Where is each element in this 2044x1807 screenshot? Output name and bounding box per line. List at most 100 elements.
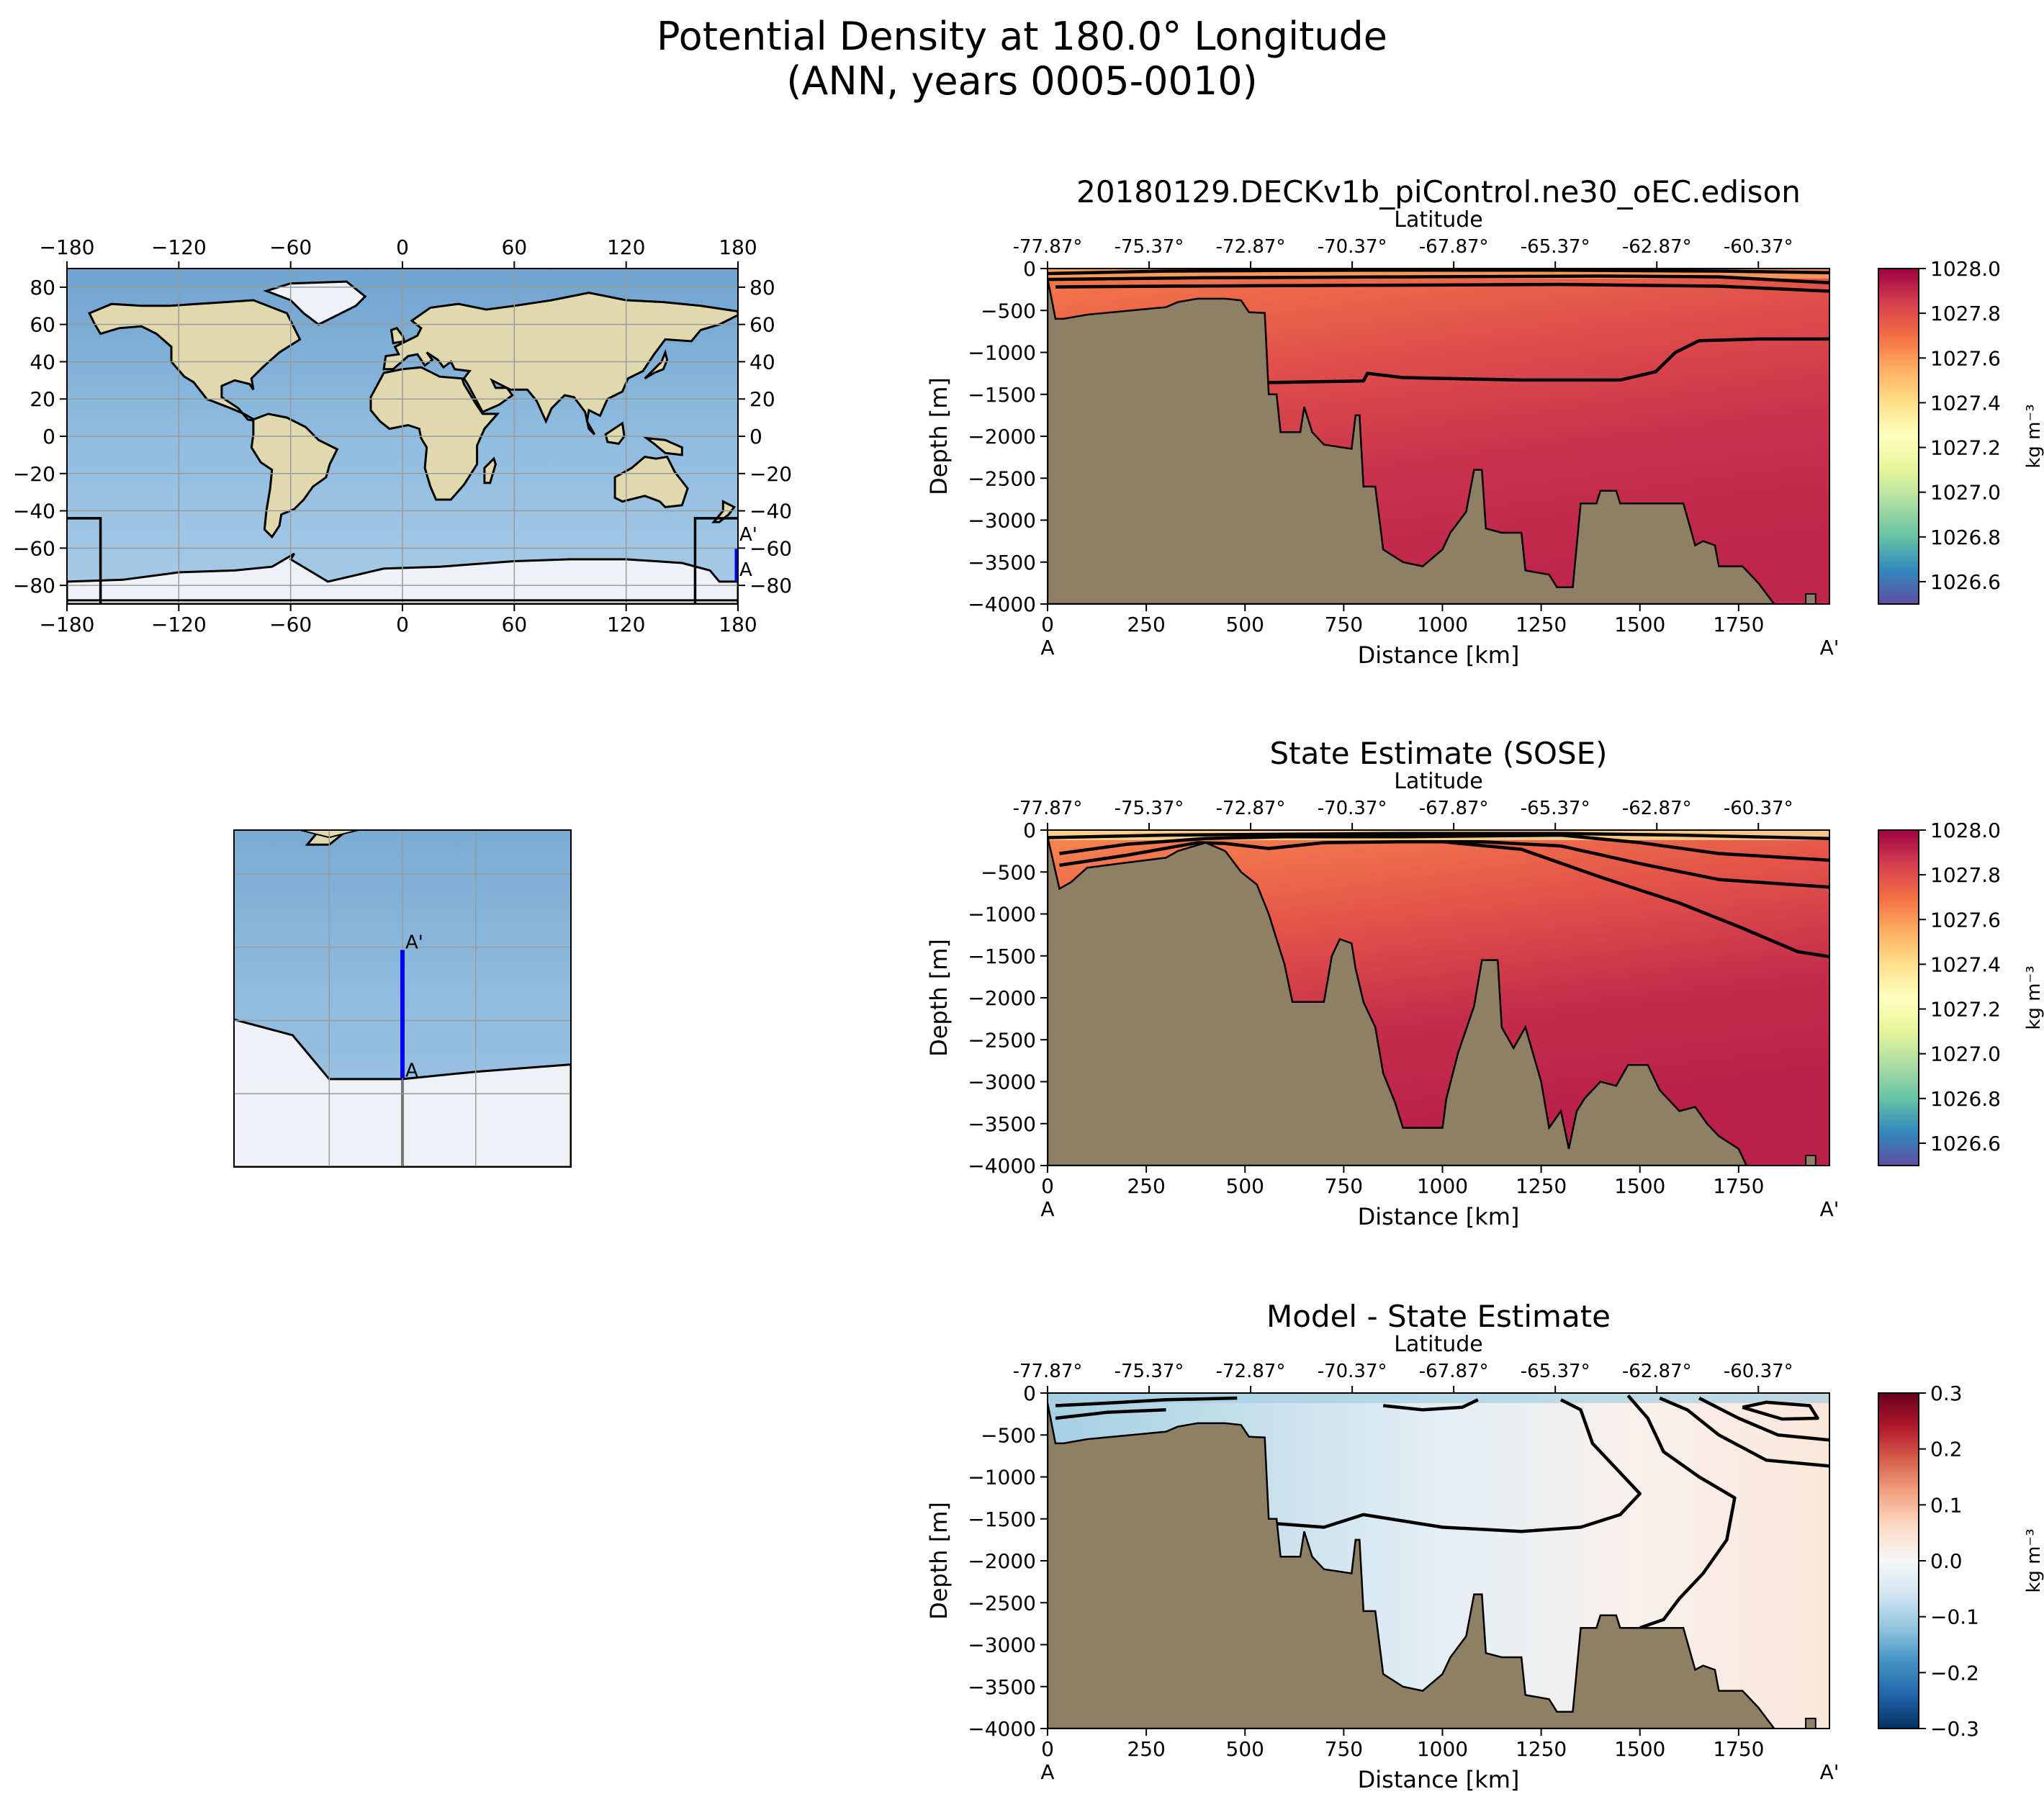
endpoint-a-label: A <box>1040 1197 1054 1221</box>
y-axis-label: Depth [m] <box>925 939 953 1057</box>
section-label-a-prime: A' <box>405 932 423 954</box>
colorbar-tick-label: 1027.2 <box>1930 436 2001 460</box>
map-x-tick-label-top: −180 <box>40 235 95 259</box>
landmass-namerica <box>88 299 302 423</box>
x-tick-label: 0 <box>1041 1174 1054 1198</box>
bathymetry <box>1048 1402 1775 1729</box>
y-tick-label: −2500 <box>968 1028 1036 1052</box>
map-y-tick-label: −80 <box>13 574 55 598</box>
y-tick-label: −3500 <box>968 1112 1036 1136</box>
latitude-tick-label: -67.87° <box>1419 798 1489 819</box>
colorbar-tick-label: 1027.8 <box>1930 863 2001 887</box>
colorbar-tick-label: 1027.2 <box>1930 998 2001 1022</box>
figure-title-line1: Potential Density at 180.0° Longitude <box>657 14 1387 59</box>
latitude-tick-label: -60.37° <box>1724 798 1793 819</box>
y-tick-label: −3000 <box>968 509 1036 533</box>
map-x-tick-label-top: 180 <box>719 235 757 259</box>
x-tick-label: 1000 <box>1417 1737 1468 1761</box>
bathymetry-seamount <box>1805 1155 1816 1166</box>
latitude-tick-label: -67.87° <box>1419 236 1489 258</box>
x-tick-label: 750 <box>1325 1174 1363 1198</box>
latitude-axis-label: Latitude <box>1394 769 1482 794</box>
endpoint-a-prime-label: A' <box>1820 1197 1840 1221</box>
x-tick-label: 750 <box>1325 1737 1363 1761</box>
contour-line-0 <box>1048 832 1829 840</box>
contour-line-1 <box>1382 1398 1479 1412</box>
y-tick-label: −1500 <box>968 945 1036 968</box>
surface-band <box>1048 1393 1829 1403</box>
contour-line-1 <box>1059 833 1829 862</box>
bathymetry-seamount <box>1805 1718 1816 1729</box>
latitude-tick-label: -70.37° <box>1318 236 1387 258</box>
colorbar-tick-label: −0.2 <box>1930 1661 1979 1685</box>
x-tick-label: 250 <box>1127 1174 1165 1198</box>
map-y-tick-label-right: 20 <box>749 387 775 411</box>
map-x-tick-label-top: −120 <box>151 235 207 259</box>
colorbar-tick-label: 1027.4 <box>1930 952 2001 976</box>
latitude-tick-label: -77.87° <box>1013 236 1083 258</box>
section-label-a: A <box>739 559 752 581</box>
endpoint-a-label: A <box>1040 1760 1054 1784</box>
map-y-tick-label: 80 <box>30 276 55 299</box>
latitude-tick-label: -60.37° <box>1724 236 1793 258</box>
y-tick-label: −3500 <box>968 551 1036 574</box>
colorbar-tick-label: 1026.6 <box>1930 1132 2001 1155</box>
endpoint-a-prime-label: A' <box>1820 1760 1840 1784</box>
x-tick-label: 1000 <box>1417 1174 1468 1198</box>
latitude-tick-label: -75.37° <box>1115 798 1184 819</box>
contour-line-1 <box>1048 274 1829 285</box>
latitude-tick-label: -70.37° <box>1318 1361 1387 1382</box>
map-x-tick-label: 0 <box>396 613 409 636</box>
map-y-tick-label-right: 60 <box>749 313 775 337</box>
y-tick-label: −2500 <box>968 467 1036 490</box>
region-box-west <box>67 517 102 604</box>
y-tick-label: −500 <box>981 860 1036 884</box>
colorbar-tick-label: 1026.8 <box>1930 1087 2001 1111</box>
inset-map: A A' <box>233 829 572 1168</box>
x-tick-label: 1500 <box>1614 1737 1665 1761</box>
x-tick-label: 1500 <box>1614 613 1665 636</box>
latitude-tick-label: -75.37° <box>1115 236 1184 258</box>
colorbar-tick-label: 0.2 <box>1930 1438 1963 1461</box>
map-y-tick-label-right: −60 <box>749 536 792 560</box>
contour-line-4 <box>1626 1394 1737 1630</box>
x-tick-label: 250 <box>1127 613 1165 636</box>
colorbar-label: kg m⁻³ <box>2023 965 2044 1029</box>
contour-line-3 <box>1055 1408 1166 1420</box>
x-tick-label: 1250 <box>1516 613 1567 636</box>
y-tick-label: −1500 <box>968 383 1036 407</box>
map-y-tick-label-right: −80 <box>749 574 792 598</box>
latitude-tick-label: -65.37° <box>1521 798 1590 819</box>
map-y-tick-label-right: 80 <box>749 276 775 299</box>
y-tick-label: −1000 <box>968 341 1036 365</box>
x-axis-label: Distance [km] <box>1358 1203 1520 1230</box>
y-tick-label: −2000 <box>968 425 1036 449</box>
x-tick-label: 1500 <box>1614 1174 1665 1198</box>
colorbar-tick-label: 1027.0 <box>1930 481 2001 505</box>
x-tick-label: 1750 <box>1713 613 1764 636</box>
latitude-tick-label: -67.87° <box>1419 1361 1489 1382</box>
landmass-antarctica-east <box>401 1063 571 1167</box>
colorbar-tick-label: 1027.4 <box>1930 391 2001 415</box>
colorbar <box>1878 268 1919 605</box>
endpoint-a-label: A <box>1040 636 1054 659</box>
latitude-tick-label: -70.37° <box>1318 798 1387 819</box>
map-frame <box>233 829 572 1168</box>
contour-line-0 <box>1269 1398 1642 1533</box>
colorbar-tick-label: 1027.8 <box>1930 302 2001 325</box>
latitude-tick-label: -62.87° <box>1622 1361 1692 1382</box>
landmass-samerica <box>250 413 339 539</box>
map-x-tick-label: −120 <box>151 613 207 636</box>
bathymetry-seamount <box>1805 593 1816 605</box>
plot-title: Model - State Estimate <box>1266 1299 1611 1334</box>
y-tick-label: −1000 <box>968 903 1036 927</box>
x-tick-label: 500 <box>1226 1737 1264 1761</box>
colorbar-tick-label: 0.0 <box>1930 1549 1963 1573</box>
contour-line-2 <box>1055 282 1829 293</box>
colorbar-tick-label: 0.1 <box>1930 1493 1963 1517</box>
endpoint-a-prime-label: A' <box>1820 636 1840 659</box>
x-tick-label: 1750 <box>1713 1737 1764 1761</box>
y-tick-label: −500 <box>981 299 1036 323</box>
y-tick-label: −4000 <box>968 592 1036 616</box>
